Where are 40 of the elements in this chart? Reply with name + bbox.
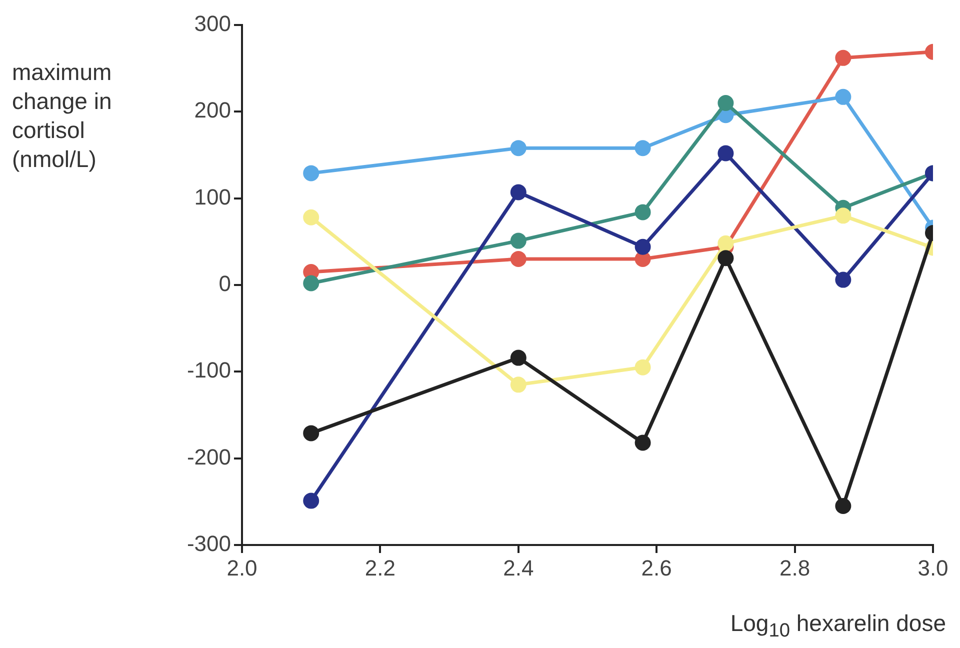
y-tick-label: 200 (194, 98, 231, 123)
x-tick-label: 2.6 (641, 555, 672, 580)
point (303, 275, 320, 292)
y-tick-label: 0 (218, 271, 231, 296)
point (718, 235, 734, 252)
y-tick-label: -200 (186, 444, 231, 470)
point (718, 250, 734, 266)
x-tick-label: 2.2 (364, 555, 396, 580)
point (634, 204, 651, 220)
y-tick-label: 300 (194, 11, 231, 36)
point (835, 208, 852, 224)
point (510, 184, 526, 200)
y-tick-label: -100 (186, 358, 231, 383)
point (835, 272, 852, 288)
point (510, 140, 526, 156)
point (303, 209, 320, 226)
point (303, 165, 320, 182)
point (303, 425, 320, 442)
point (510, 376, 526, 393)
x-tick-label: 2.0 (226, 555, 258, 580)
point (835, 88, 852, 105)
point (835, 50, 852, 66)
point (510, 232, 526, 249)
point (634, 359, 651, 376)
point (634, 238, 651, 255)
point (634, 434, 651, 451)
point (634, 140, 651, 156)
x-tick-label: 3.0 (918, 555, 948, 580)
point (510, 350, 526, 366)
point (835, 498, 852, 514)
point (718, 95, 734, 111)
point (718, 145, 734, 162)
point (303, 492, 320, 509)
y-tick-label: -300 (186, 531, 231, 556)
x-tick-label: 2.4 (503, 555, 534, 580)
point (510, 251, 526, 267)
y-tick-label: 100 (194, 184, 231, 210)
x-tick-label: 2.8 (780, 555, 810, 580)
x-axis-title: Log$_{10}$ hexarelin dose (730, 610, 946, 643)
y-axis-title: maximum change in cortisol (nmol/L) (12, 58, 113, 174)
